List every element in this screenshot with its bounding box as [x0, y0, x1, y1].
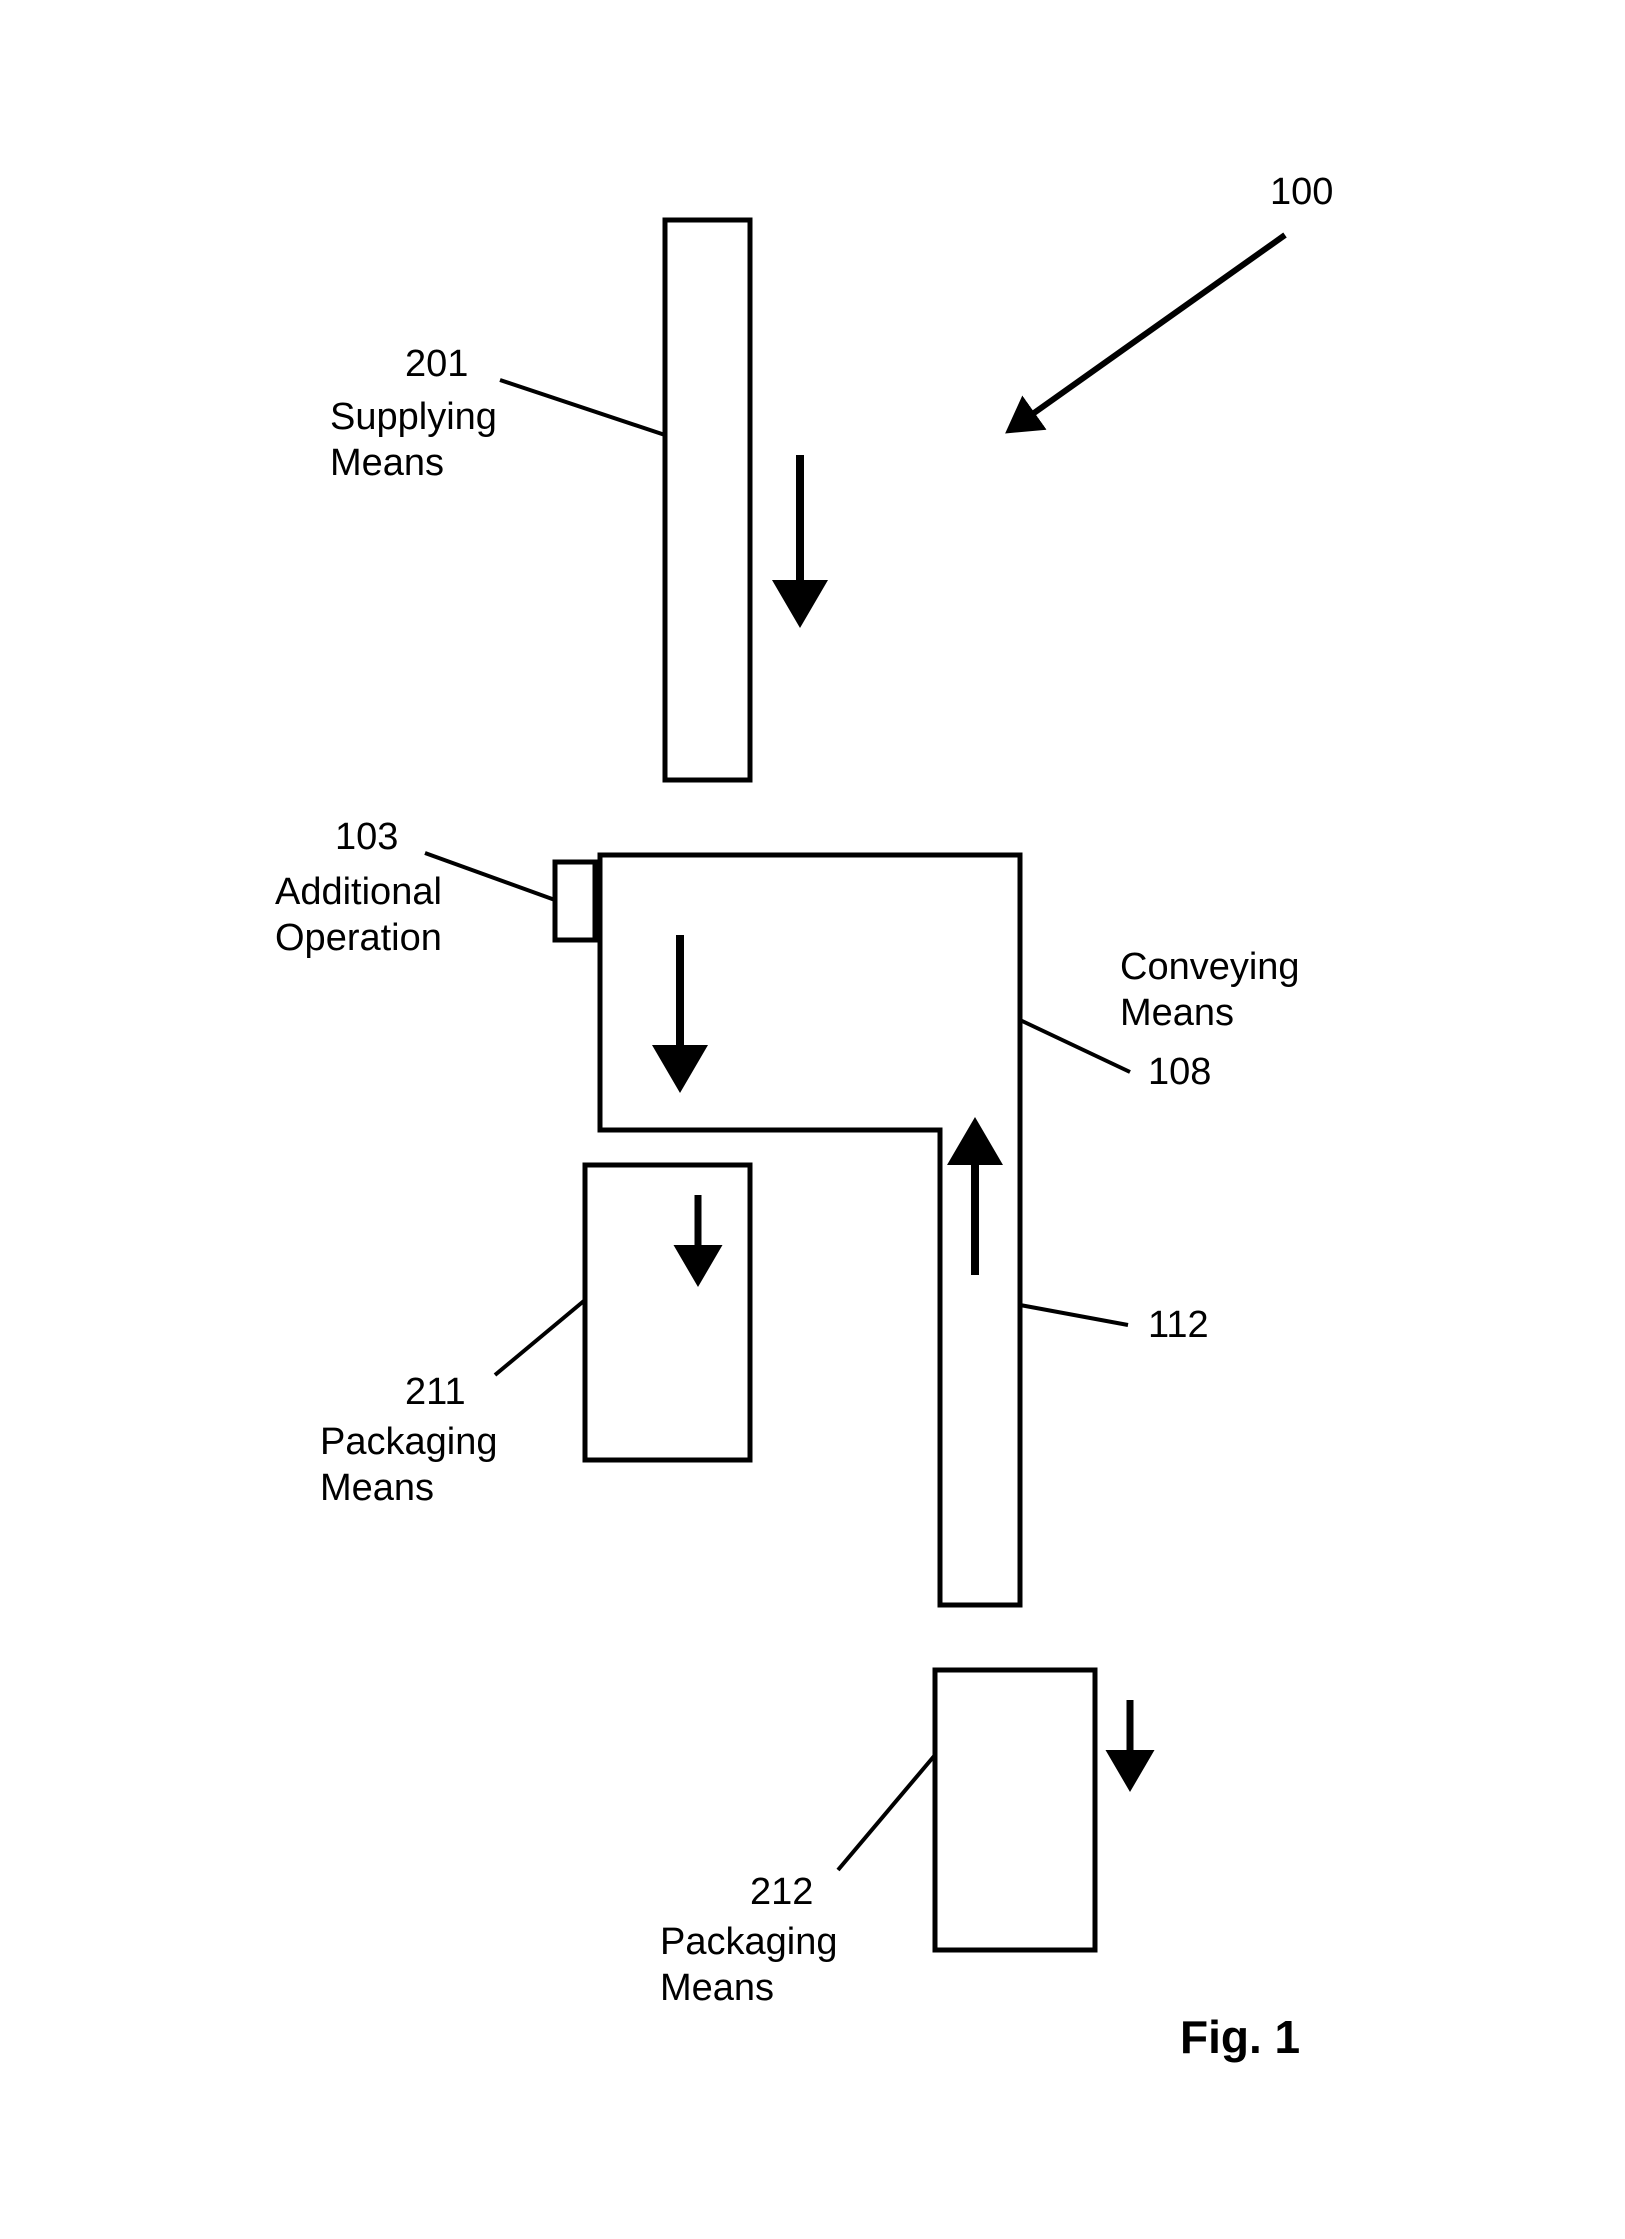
ref-103-label: 103 — [335, 815, 398, 861]
ref-108-label: 108 — [1148, 1050, 1211, 1096]
ref-103-leader — [425, 853, 555, 900]
ref-201-leader — [500, 380, 665, 435]
ref-211-leader — [495, 1300, 585, 1375]
figure-caption: Fig. 1 — [1180, 2010, 1300, 2064]
ref-100-arrow — [1010, 235, 1285, 430]
ref-212-leader — [838, 1755, 935, 1870]
ref-103-text: Additional Operation — [275, 870, 442, 961]
diagram-container: 100 201 Supplying Means 103 Additional O… — [0, 0, 1625, 2239]
ref-212-label: 212 — [750, 1870, 813, 1916]
packaging-212-rect — [935, 1670, 1095, 1950]
ref-108-text: Conveying Means — [1120, 945, 1300, 1036]
ref-201-text: Supplying Means — [330, 395, 497, 486]
ref-212-text: Packaging Means — [660, 1920, 837, 2011]
additional-operation-rect — [555, 862, 595, 940]
ref-201-label: 201 — [405, 342, 468, 388]
ref-211-label: 211 — [405, 1370, 466, 1416]
packaging-211-rect — [585, 1165, 750, 1460]
ref-108-leader — [1020, 1020, 1130, 1072]
ref-112-label: 112 — [1148, 1303, 1209, 1349]
ref-211-text: Packaging Means — [320, 1420, 497, 1511]
ref-112-leader — [1020, 1305, 1128, 1325]
supplying-means-rect — [665, 220, 750, 780]
ref-100-label: 100 — [1270, 170, 1333, 216]
